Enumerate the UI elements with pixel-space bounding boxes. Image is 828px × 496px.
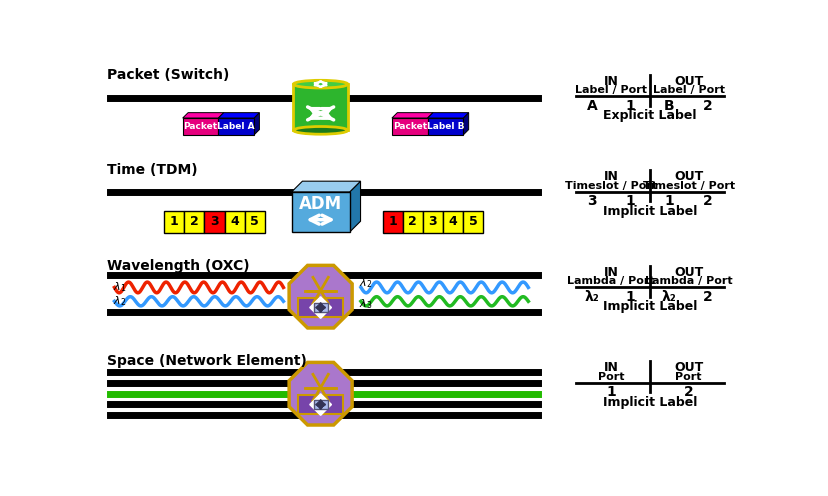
Text: Lambda / Port: Lambda / Port: [644, 276, 732, 286]
Text: OUT: OUT: [673, 170, 702, 183]
Text: 5: 5: [250, 215, 259, 229]
Text: IN: IN: [603, 170, 618, 183]
Ellipse shape: [293, 126, 347, 134]
Text: Implicit Label: Implicit Label: [602, 300, 696, 313]
Text: 4: 4: [448, 215, 457, 229]
Text: 2: 2: [702, 194, 712, 208]
Polygon shape: [349, 181, 360, 232]
Polygon shape: [182, 113, 224, 118]
Bar: [182, 118, 218, 135]
Polygon shape: [253, 113, 259, 135]
Ellipse shape: [293, 80, 347, 88]
Text: Timeslot / Port: Timeslot / Port: [565, 181, 657, 191]
Text: Label / Port: Label / Port: [652, 85, 724, 95]
Bar: [313, 400, 327, 409]
Text: Packet (Switch): Packet (Switch): [107, 68, 229, 82]
Text: Implicit Label: Implicit Label: [602, 205, 696, 218]
Polygon shape: [289, 265, 352, 328]
Text: Packet: Packet: [392, 122, 426, 131]
Bar: [313, 303, 327, 312]
Text: B: B: [663, 99, 674, 113]
Text: 2: 2: [190, 215, 199, 229]
Text: 1: 1: [388, 215, 397, 229]
Bar: [402, 211, 422, 233]
Text: $\lambda_2$: $\lambda_2$: [359, 276, 372, 290]
Text: 4: 4: [230, 215, 238, 229]
Text: OUT: OUT: [673, 361, 702, 374]
Text: λ₂: λ₂: [584, 290, 599, 304]
Text: Packet: Packet: [183, 122, 217, 131]
Text: Label / Port: Label / Port: [575, 85, 647, 95]
Text: 1: 1: [625, 194, 635, 208]
Text: Label B: Label B: [426, 122, 464, 131]
Bar: [298, 395, 342, 414]
Polygon shape: [218, 113, 224, 135]
Text: Wavelength (OXC): Wavelength (OXC): [107, 259, 249, 273]
Bar: [463, 211, 483, 233]
Bar: [422, 211, 442, 233]
Bar: [244, 211, 264, 233]
Text: IN: IN: [603, 74, 618, 88]
Text: Timeslot / Port: Timeslot / Port: [642, 181, 734, 191]
Polygon shape: [289, 363, 352, 425]
Polygon shape: [427, 113, 432, 135]
Text: 3: 3: [428, 215, 437, 229]
Text: OUT: OUT: [673, 74, 702, 88]
Text: 1: 1: [625, 290, 635, 304]
Text: 3: 3: [586, 194, 596, 208]
Text: $\lambda_1$: $\lambda_1$: [113, 281, 126, 294]
Text: 1: 1: [170, 215, 178, 229]
Text: $\lambda_3$: $\lambda_3$: [359, 298, 373, 311]
Text: Implicit Label: Implicit Label: [602, 396, 696, 409]
Text: Explicit Label: Explicit Label: [603, 109, 696, 122]
Text: 1: 1: [605, 385, 615, 399]
Text: $\lambda_2$: $\lambda_2$: [113, 295, 126, 308]
Bar: [442, 211, 463, 233]
Text: Space (Network Element): Space (Network Element): [107, 355, 306, 369]
Text: Port: Port: [597, 372, 623, 382]
Text: Time (TDM): Time (TDM): [107, 164, 197, 178]
Text: 2: 2: [408, 215, 416, 229]
Polygon shape: [310, 297, 331, 318]
Polygon shape: [291, 181, 360, 192]
Text: 2: 2: [683, 385, 693, 399]
Text: Label A: Label A: [217, 122, 255, 131]
Polygon shape: [310, 394, 331, 415]
Bar: [298, 298, 342, 317]
Text: IN: IN: [603, 361, 618, 374]
Bar: [293, 84, 347, 130]
Text: 1: 1: [625, 99, 635, 113]
Bar: [164, 211, 184, 233]
Text: 2: 2: [702, 99, 712, 113]
Text: 1: 1: [664, 194, 673, 208]
Polygon shape: [392, 113, 432, 118]
Bar: [383, 211, 402, 233]
Text: Port: Port: [675, 372, 701, 382]
Text: IN: IN: [603, 265, 618, 279]
Text: ADM: ADM: [299, 195, 342, 213]
Bar: [224, 211, 244, 233]
Text: 5: 5: [469, 215, 477, 229]
Polygon shape: [218, 113, 259, 118]
Text: A: A: [585, 99, 596, 113]
Text: OUT: OUT: [673, 265, 702, 279]
Bar: [218, 118, 253, 135]
Text: λ₂: λ₂: [662, 290, 676, 304]
Bar: [291, 192, 349, 232]
Bar: [184, 211, 205, 233]
Bar: [205, 211, 224, 233]
Text: 3: 3: [209, 215, 219, 229]
Bar: [427, 118, 463, 135]
Text: 2: 2: [702, 290, 712, 304]
Text: Lambda / Port: Lambda / Port: [566, 276, 654, 286]
Bar: [392, 118, 427, 135]
Polygon shape: [427, 113, 468, 118]
Polygon shape: [463, 113, 468, 135]
